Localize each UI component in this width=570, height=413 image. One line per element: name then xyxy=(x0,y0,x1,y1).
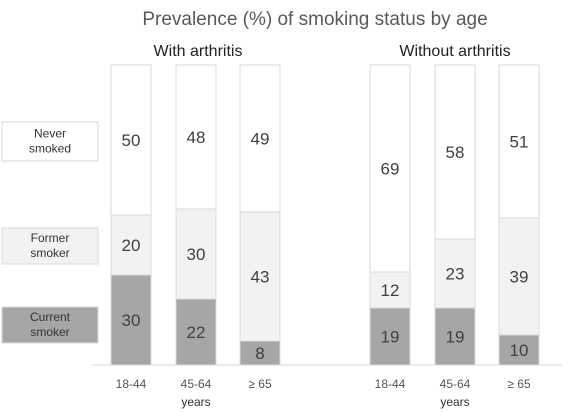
data-label: 23 xyxy=(446,265,465,284)
x-axis-label: years xyxy=(181,395,210,409)
x-tick-label: ≥ 65 xyxy=(248,377,272,391)
group-title: With arthritis xyxy=(154,43,243,60)
legend-label: Never xyxy=(34,127,66,141)
bar-segment xyxy=(369,64,411,273)
x-tick-label: 18-44 xyxy=(116,377,147,391)
x-tick-label: 45-64 xyxy=(181,377,212,391)
x-tick-labels: 18-44 45-64 ≥ 65 18-44 45-64 ≥ 65 xyxy=(116,377,531,391)
bar-segment xyxy=(110,64,152,216)
data-label: 39 xyxy=(510,268,529,287)
x-tick-label: 18-44 xyxy=(375,377,406,391)
bar-segment xyxy=(498,217,540,336)
bar-groups: With arthritis 30 20 50 22 30 48 8 43 49 Without a… xyxy=(110,43,540,366)
legend-label: Current xyxy=(30,310,71,324)
group-title: Without arthritis xyxy=(399,43,510,60)
bar-segment xyxy=(239,64,281,213)
legend-label: smoked xyxy=(29,142,71,156)
bar-group: With arthritis 30 20 50 22 30 48 8 43 49 xyxy=(110,43,281,366)
data-label: 50 xyxy=(122,131,141,150)
data-label: 58 xyxy=(446,143,465,162)
data-label: 30 xyxy=(187,245,206,264)
legend-swatch xyxy=(1,306,99,344)
data-label: 19 xyxy=(381,328,400,347)
data-label: 30 xyxy=(122,311,141,330)
bar-segment xyxy=(175,208,217,300)
data-label: 19 xyxy=(446,328,465,347)
x-tick-label: ≥ 65 xyxy=(507,377,531,391)
bar-segment xyxy=(498,334,540,366)
bar-segment xyxy=(434,64,476,240)
bar-segment xyxy=(110,214,152,276)
legend-label: smoker xyxy=(30,246,69,260)
bar-segment xyxy=(239,211,281,342)
data-label: 20 xyxy=(122,236,141,255)
bar-segment xyxy=(175,64,217,210)
bar-segment xyxy=(369,307,411,366)
legend-label: smoker xyxy=(30,325,69,339)
data-label: 49 xyxy=(251,130,270,149)
data-label: 22 xyxy=(187,323,206,342)
legend-swatch xyxy=(1,227,99,265)
data-label: 43 xyxy=(251,268,270,287)
data-label: 8 xyxy=(255,344,264,363)
bar-segment xyxy=(369,271,411,309)
data-label: 10 xyxy=(510,341,529,360)
data-label: 69 xyxy=(381,160,400,179)
legend-label: Former xyxy=(31,231,70,245)
bar-segment xyxy=(110,274,152,366)
x-tick-label: 45-64 xyxy=(440,377,471,391)
x-axis-unit-labels: years years xyxy=(181,395,469,409)
bar-segment xyxy=(175,298,217,366)
x-axis-label: years xyxy=(440,395,469,409)
data-label: 51 xyxy=(510,133,529,152)
bar-segment xyxy=(498,64,540,219)
data-label: 12 xyxy=(381,281,400,300)
chart-title: Prevalence (%) of smoking status by age xyxy=(142,9,487,30)
bar-group: Without arthritis 19 12 69 19 23 58 10 39 51 xyxy=(369,43,540,366)
data-label: 48 xyxy=(187,128,206,147)
legend-swatch xyxy=(1,121,99,162)
